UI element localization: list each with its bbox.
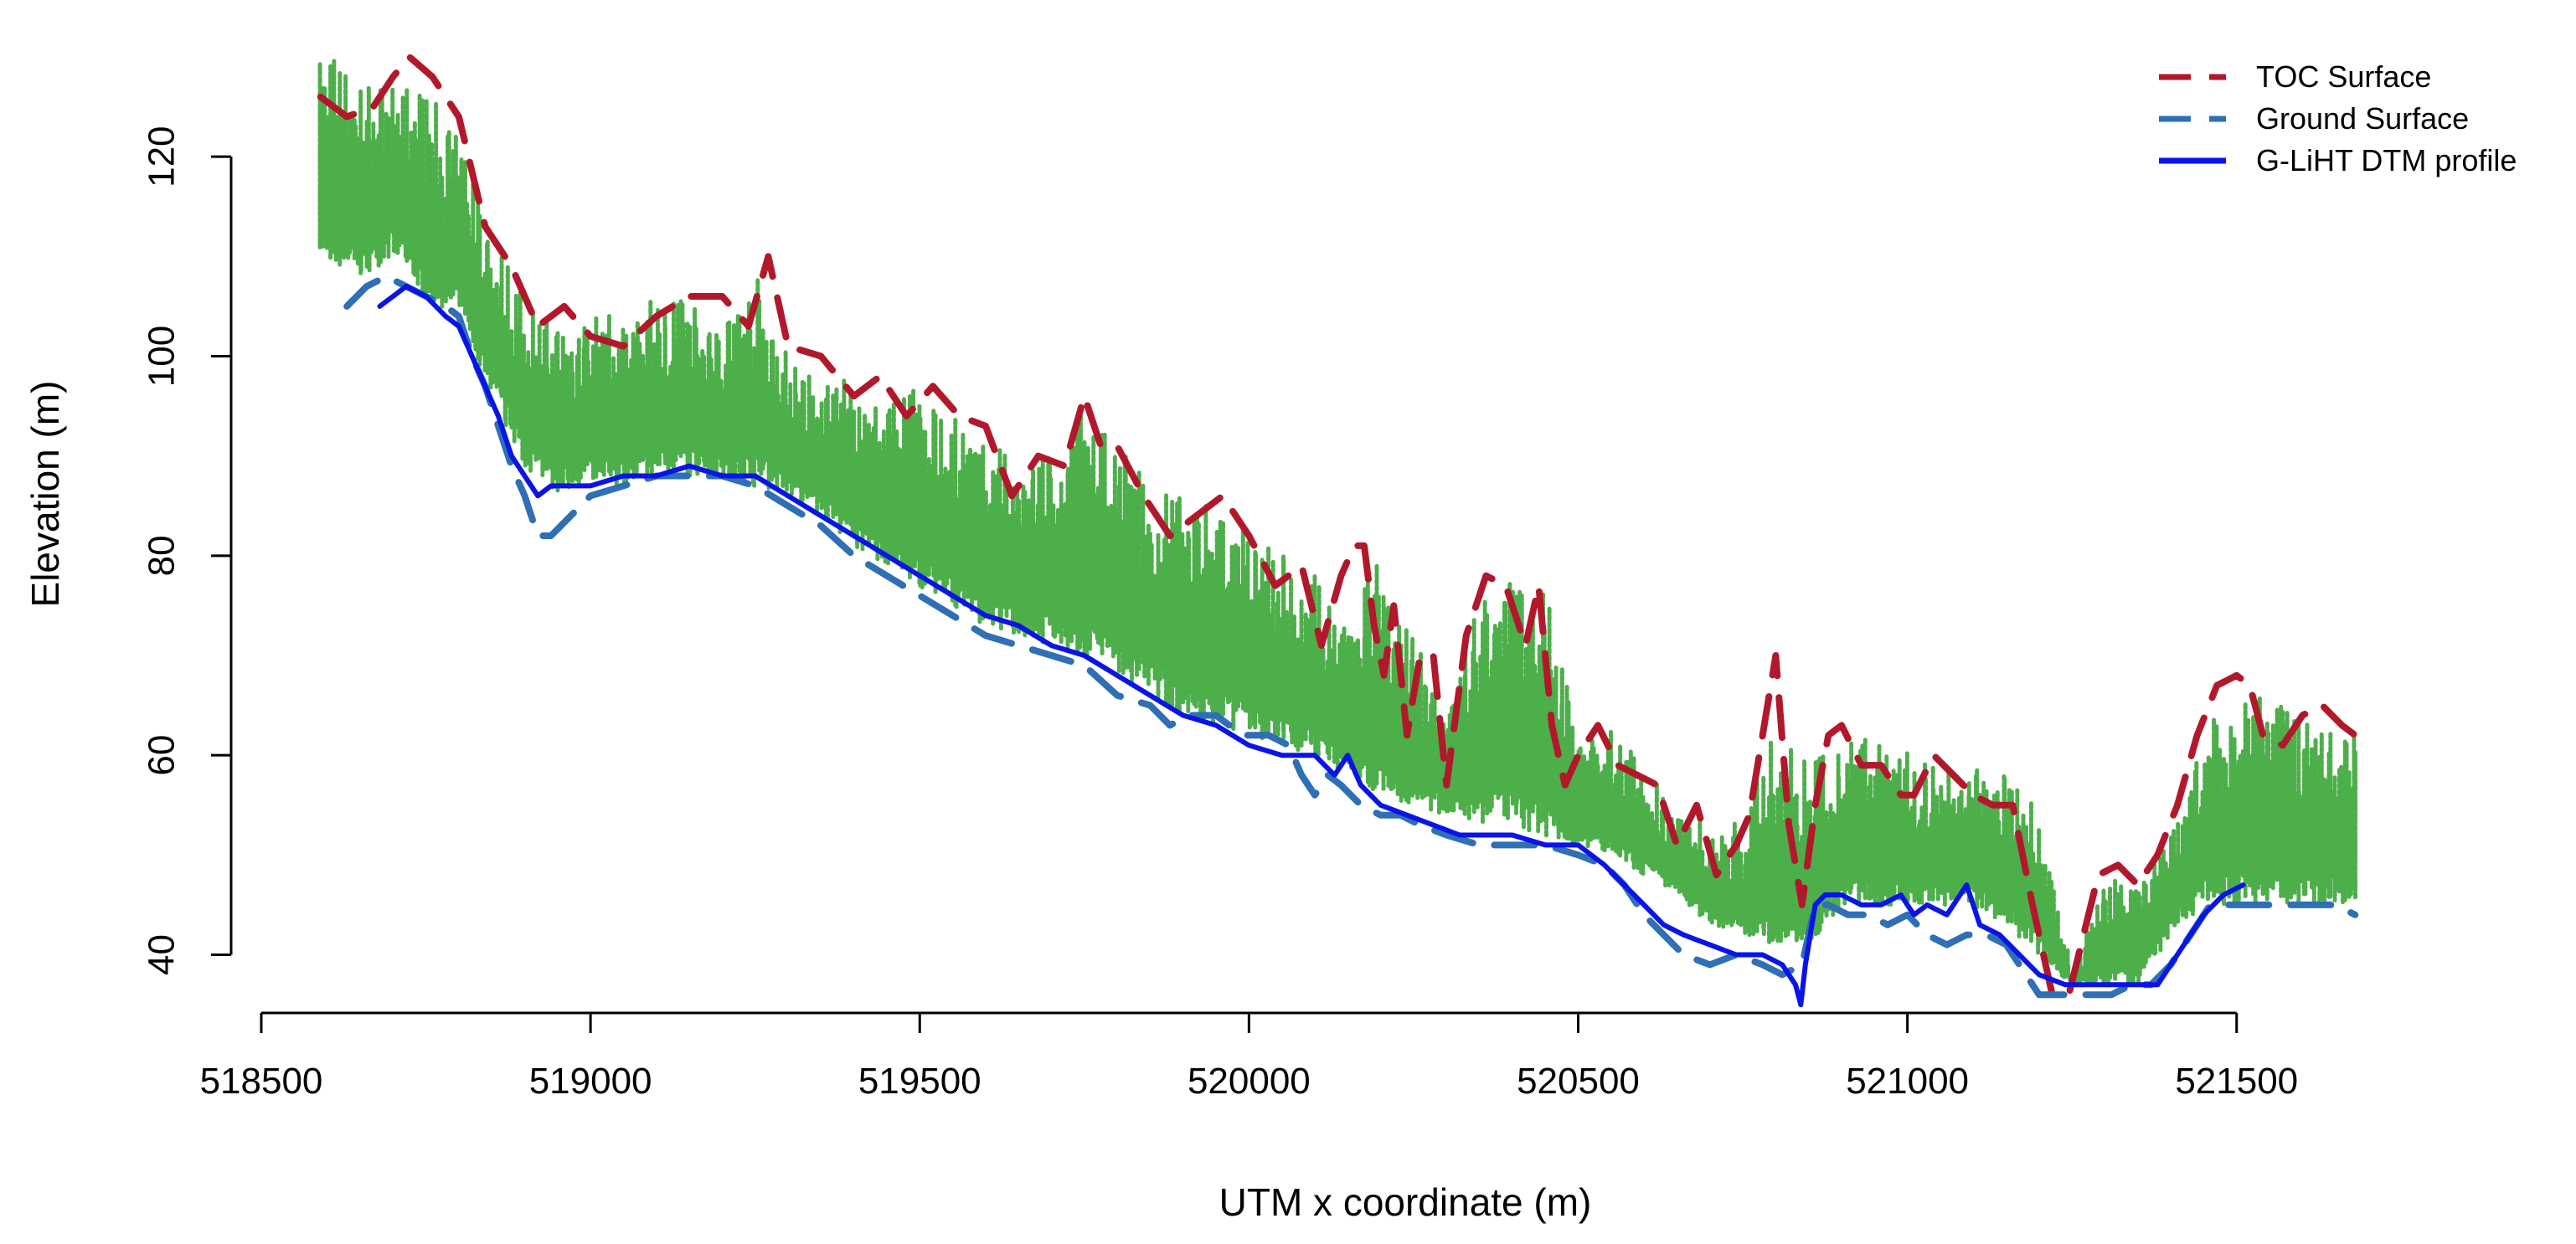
- x-tick-label: 518500: [200, 1061, 323, 1102]
- x-tick-label: 519000: [529, 1061, 652, 1102]
- y-axis-title: Elevation (m): [23, 381, 67, 608]
- ground-surface-line: [343, 273, 2359, 999]
- legend-label-ground: Ground Surface: [2256, 101, 2469, 136]
- y-tick-label: 40: [142, 934, 183, 975]
- legend: TOC Surface Ground Surface G-LiHT DTM pr…: [2159, 59, 2517, 177]
- x-tick-label: 519500: [858, 1061, 981, 1102]
- y-tick-label: 60: [142, 735, 183, 776]
- y-axis: 40 60 80 100 120: [142, 126, 233, 975]
- toc-surface-line: [317, 54, 2359, 999]
- legend-label-dtm: G-LiHT DTM profile: [2256, 143, 2517, 177]
- x-tick-label: 521000: [1846, 1061, 1969, 1102]
- x-tick-label: 520500: [1517, 1061, 1640, 1102]
- y-tick-label: 100: [142, 326, 183, 387]
- point-returns-layer: [317, 59, 2358, 987]
- x-axis-title: UTM x coordinate (m): [1219, 1180, 1592, 1224]
- g-liht-dtm-profile-line: [377, 284, 2246, 1008]
- profile-lines-layer: [317, 54, 2359, 1008]
- y-tick-label: 120: [142, 126, 183, 187]
- legend-label-toc: TOC Surface: [2256, 59, 2431, 94]
- x-tick-label: 520000: [1188, 1061, 1311, 1102]
- x-axis: 518500 519000 519500 520000 520500 521000 5215…: [200, 1011, 2298, 1102]
- x-tick-label: 521500: [2175, 1061, 2298, 1102]
- y-tick-label: 80: [142, 535, 183, 576]
